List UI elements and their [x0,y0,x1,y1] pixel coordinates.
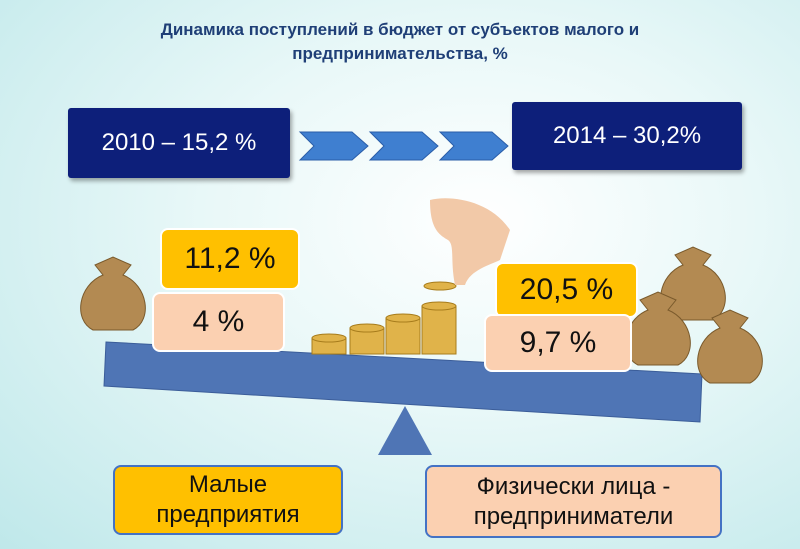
fulcrum [378,406,432,455]
title-line: предпринимательства, % [292,44,508,63]
coins [311,281,457,355]
title-line: Динамика поступлений в бюджет от субъект… [160,20,640,39]
left-label: Малые предприятия [113,465,343,535]
title: Динамика поступлений в бюджет от субъект… [40,18,760,66]
left-bottom-value: 4 % [152,292,285,352]
right-top-value: 20,5 % [495,262,638,318]
start-box: 2010 – 15,2 % [68,108,290,178]
arrows [298,131,509,161]
end-box: 2014 – 30,2% [512,102,742,170]
money-bags [80,246,763,384]
right-bottom-value: 9,7 % [484,314,632,372]
hand [430,198,510,285]
left-top-value: 11,2 % [160,228,300,290]
right-label: Физически лица - предприниматели [425,465,722,538]
